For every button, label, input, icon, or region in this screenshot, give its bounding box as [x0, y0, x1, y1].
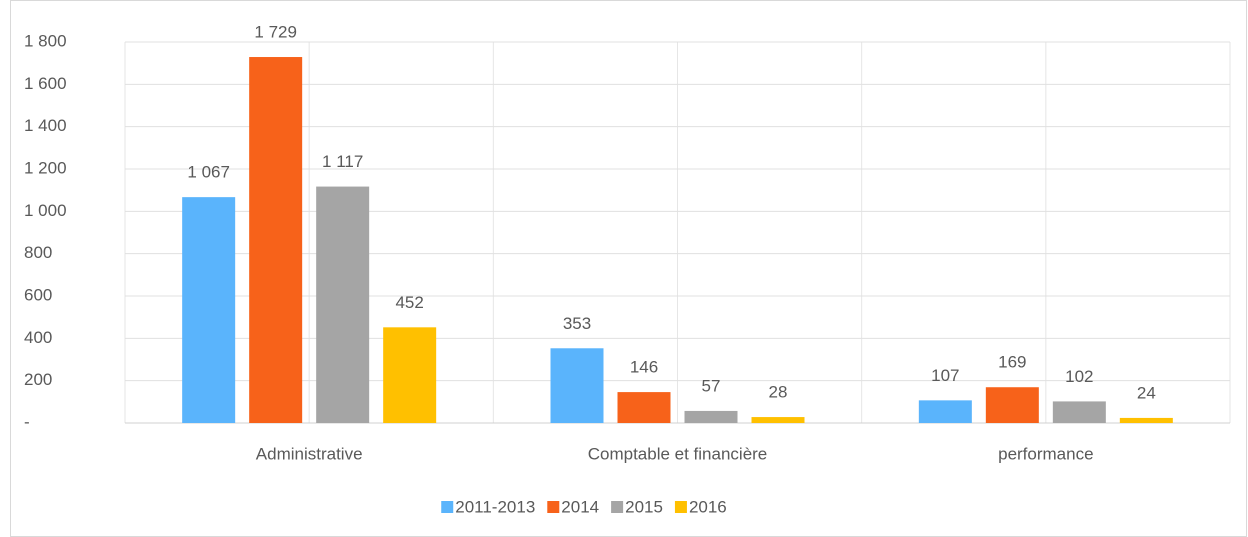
y-tick-label: 1 200: [24, 158, 67, 177]
y-tick-label: 1 600: [24, 74, 67, 93]
y-tick-label: 1 000: [24, 201, 67, 220]
y-tick-label: -: [24, 412, 30, 431]
legend-swatch: [547, 501, 560, 513]
x-tick-label: Administrative: [256, 444, 363, 463]
legend-swatch: [441, 501, 454, 513]
y-tick-label: 1 400: [24, 116, 67, 135]
legend-label: 2011-2013: [455, 497, 535, 516]
y-tick-label: 600: [24, 285, 52, 304]
bar: [918, 400, 972, 423]
data-label: 1 117: [322, 152, 363, 171]
data-label: 169: [998, 353, 1026, 372]
bar: [316, 186, 370, 423]
data-label: 102: [1065, 367, 1093, 386]
legend-label: 2014: [561, 497, 599, 516]
x-tick-label: Comptable et financière: [588, 444, 768, 463]
legend-label: 2016: [689, 497, 727, 516]
data-label: 146: [630, 358, 658, 377]
data-label: 1 067: [187, 163, 230, 182]
bar: [985, 387, 1039, 423]
legend-swatch: [674, 501, 687, 513]
data-label: 24: [1137, 383, 1156, 402]
y-tick-label: 200: [24, 370, 52, 389]
data-label: 353: [563, 314, 591, 333]
bar: [249, 57, 303, 424]
bar: [383, 327, 437, 423]
data-label: 57: [702, 376, 721, 395]
data-label: 107: [931, 366, 959, 385]
x-tick-label: performance: [998, 444, 1093, 463]
data-label: 28: [769, 383, 788, 402]
bar: [684, 410, 738, 423]
data-label: 1 729: [254, 23, 297, 42]
legend-label: 2015: [625, 497, 663, 516]
bar: [182, 197, 236, 423]
bar: [550, 348, 604, 423]
data-label: 452: [395, 293, 423, 312]
bar: [751, 417, 805, 423]
legend-swatch: [611, 501, 624, 513]
bar: [1052, 401, 1106, 423]
y-tick-label: 400: [24, 328, 52, 347]
bar: [1119, 417, 1173, 423]
y-tick-label: 1 800: [24, 31, 67, 50]
y-tick-label: 800: [24, 243, 52, 262]
bar: [617, 392, 671, 423]
